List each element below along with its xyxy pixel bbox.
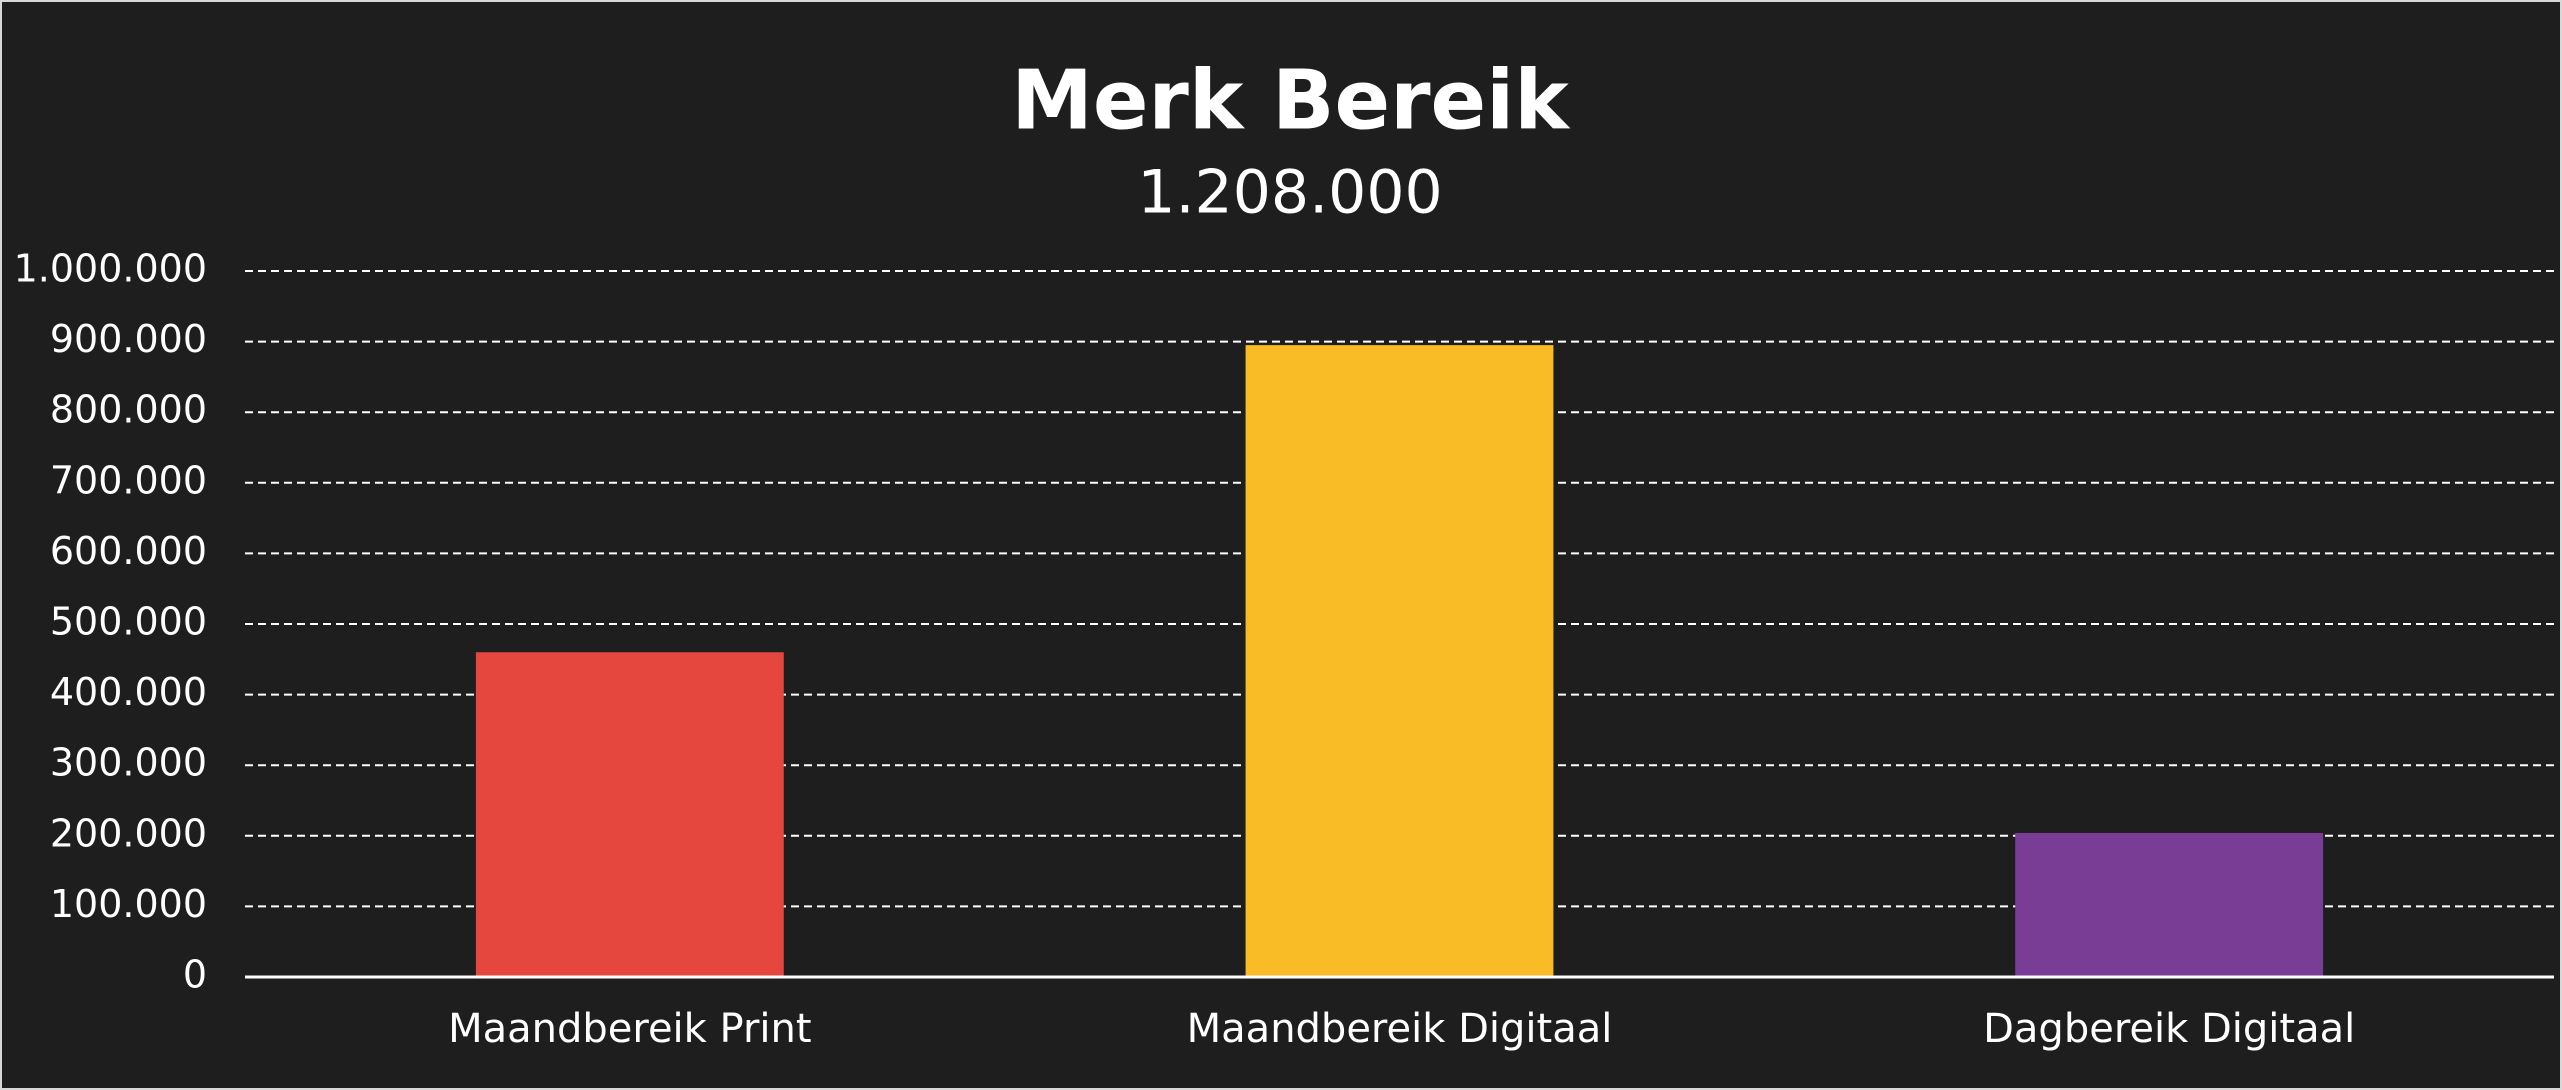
y-tick-label: 1.000.000 bbox=[14, 247, 207, 291]
x-tick-label: Dagbereik Digitaal bbox=[1983, 1006, 2355, 1052]
bar bbox=[2015, 832, 2324, 977]
y-tick-label: 100.000 bbox=[50, 882, 207, 926]
y-tick-label: 400.000 bbox=[50, 670, 207, 714]
y-tick-label: 300.000 bbox=[50, 741, 207, 785]
y-tick-label: 200.000 bbox=[50, 811, 207, 855]
chart-subtitle: 1.208.000 bbox=[1137, 158, 1442, 228]
chart-title: Merk Bereik bbox=[1011, 53, 1571, 148]
y-tick-label: 600.000 bbox=[50, 529, 207, 573]
y-tick-label: 500.000 bbox=[50, 600, 207, 644]
y-tick-label: 0 bbox=[183, 953, 207, 997]
y-tick-label: 900.000 bbox=[50, 317, 207, 361]
x-tick-label: Maandbereik Digitaal bbox=[1187, 1006, 1613, 1052]
x-tick-label: Maandbereik Print bbox=[448, 1006, 811, 1052]
y-tick-label: 800.000 bbox=[50, 388, 207, 432]
bar bbox=[1245, 345, 1554, 977]
bar bbox=[475, 652, 784, 977]
y-tick-label: 700.000 bbox=[50, 458, 207, 502]
